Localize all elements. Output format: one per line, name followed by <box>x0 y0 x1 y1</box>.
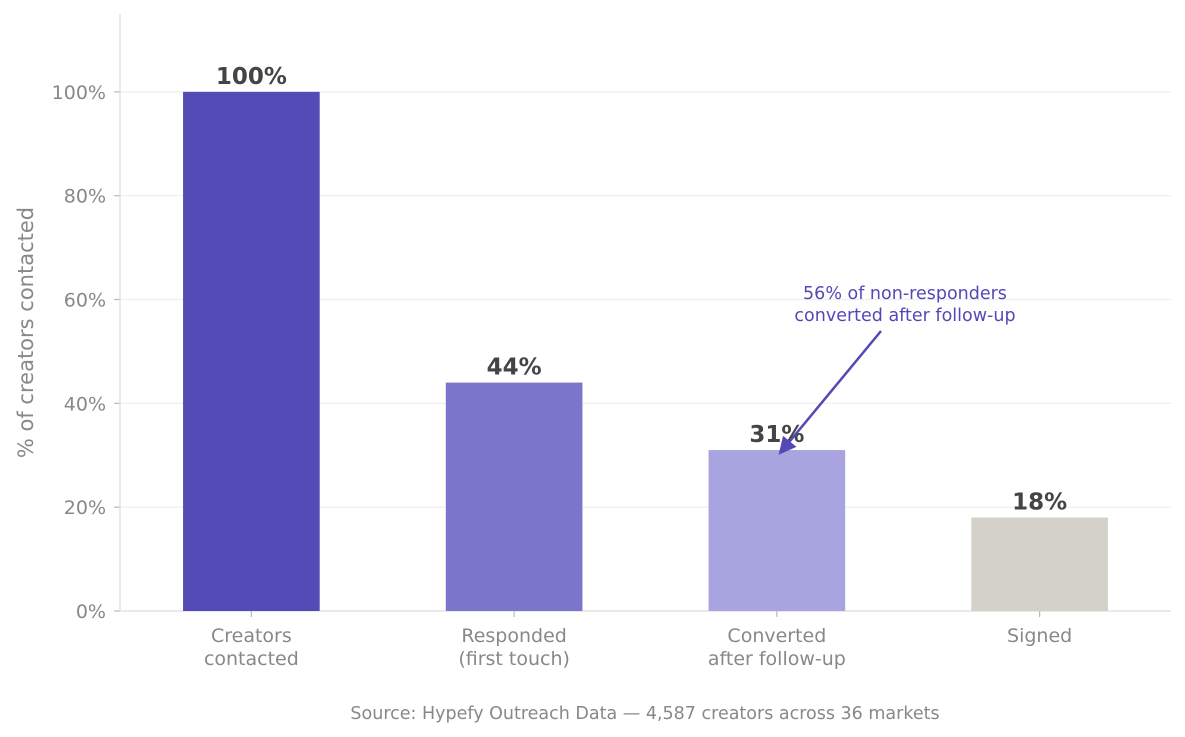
data-label: 100% <box>216 64 287 90</box>
x-tick-label: Responded <box>461 625 566 647</box>
x-tick-label: Signed <box>1007 625 1072 647</box>
x-tick-label: Converted <box>727 625 826 647</box>
x-tick-label: (first touch) <box>458 648 570 670</box>
bar <box>445 382 583 611</box>
bar <box>971 517 1108 611</box>
x-tick-label: after follow-up <box>708 648 846 670</box>
y-tick-label: 20% <box>64 497 106 519</box>
bar <box>708 450 846 611</box>
data-label: 18% <box>1012 490 1067 516</box>
x-tick-label: contacted <box>204 648 299 670</box>
bars <box>183 91 1108 611</box>
y-tick-label: 0% <box>76 601 106 623</box>
y-tick-label: 100% <box>52 82 106 104</box>
y-tick-label: 60% <box>64 290 106 312</box>
x-tick-label: Creators <box>211 625 292 647</box>
annotation-arrow <box>778 330 882 455</box>
annotation-text: 56% of non-responders <box>803 284 1007 304</box>
source-note: Source: Hypefy Outreach Data — 4,587 cre… <box>350 704 939 724</box>
y-axis-label: % of creators contacted <box>14 207 38 458</box>
bar <box>183 91 320 611</box>
y-tick-label: 80% <box>64 186 106 208</box>
data-label: 44% <box>487 355 542 381</box>
annotation-text: converted after follow-up <box>794 306 1015 326</box>
y-tick-label: 40% <box>64 393 106 415</box>
